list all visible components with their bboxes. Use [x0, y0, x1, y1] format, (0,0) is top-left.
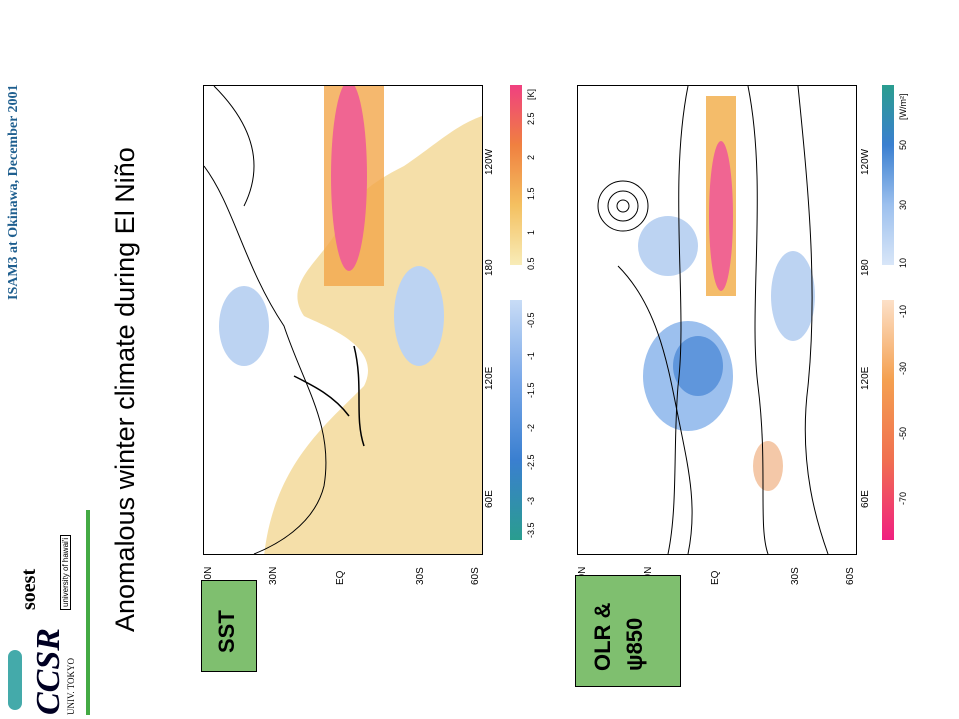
sst-cbar-label: -3 [526, 496, 536, 505]
ccsr-logo: CCSR [30, 628, 67, 715]
olr-colorbar-neg [882, 300, 894, 540]
sst-lat-eq: EQ [335, 570, 346, 585]
green-divider [86, 510, 90, 715]
olr-unit: [W/m²] [898, 93, 908, 121]
sst-cbar-label: 0.5 [526, 257, 536, 270]
olr-lon-60e: 60E [860, 490, 871, 508]
olr-cbar-label: 30 [898, 199, 908, 210]
sst-cbar-label: 1.5 [526, 187, 536, 200]
olr-lat-eq: EQ [710, 570, 721, 585]
sst-cbar-label: -2 [526, 423, 536, 432]
olr-colorbar-pos [882, 85, 894, 265]
sst-map-graphic [204, 86, 482, 554]
sst-cbar-label: -2.5 [526, 454, 536, 470]
sst-cbar-label: 2 [526, 154, 536, 160]
olr-lat-30s: 30S [790, 567, 801, 585]
olr-lon-180: 180 [860, 259, 871, 276]
sst-unit: [K] [526, 88, 536, 100]
olr-cbar-label: 50 [898, 139, 908, 150]
olr-cbar-label: 10 [898, 257, 908, 268]
sst-lon-180: 180 [484, 259, 495, 276]
olr-cbar-label: -10 [898, 304, 908, 318]
logo-area: CCSR UNIV. TOKYO soest university of haw… [8, 510, 90, 715]
header-text: ISAM3 at Okinawa, December 2001 [6, 84, 21, 300]
sst-lat-30s: 30S [415, 567, 426, 585]
olr-tag-label-2: ψ850 [622, 617, 647, 671]
ccsr-logo-sub: UNIV. TOKYO [66, 657, 76, 715]
olr-tag-label: OLR & [590, 602, 615, 671]
sst-lon-120e: 120E [484, 366, 495, 390]
sst-cbar-label: -1 [526, 351, 536, 360]
ccsr-logo-mark [8, 650, 22, 710]
sst-cbar-label: -0.5 [526, 312, 536, 328]
olr-cbar-label: -50 [898, 426, 908, 440]
olr-tag: OLR & ψ850 [575, 575, 681, 687]
soest-logo: soest [18, 568, 40, 610]
sst-lat-60s: 60S [470, 567, 481, 585]
olr-lat-60s: 60S [845, 567, 856, 585]
olr-cbar-label: -30 [898, 361, 908, 375]
sst-cbar-label: 1 [526, 229, 536, 235]
sst-cbar-label: -1.5 [526, 382, 536, 398]
sst-tag-label: SST [214, 610, 239, 653]
sst-colorbar-neg [510, 300, 522, 540]
olr-map-graphic [597, 86, 829, 554]
olr-cbar-label: -70 [898, 491, 908, 505]
olr-map [577, 85, 857, 555]
soest-logo-sub: university of hawai'i [60, 534, 71, 610]
sst-lon-60e: 60E [484, 490, 495, 508]
olr-lon-120w: 120W [860, 148, 871, 175]
sst-map [203, 85, 483, 555]
sst-lon-120w: 120W [484, 148, 495, 175]
olr-lon-120e: 120E [860, 366, 871, 390]
slide-title: Anomalous winter climate during El Niño [110, 147, 140, 632]
sst-tag: SST [201, 580, 257, 672]
sst-lat-30n: 30N [268, 566, 279, 585]
sst-colorbar-pos [510, 85, 522, 265]
sst-cbar-label: 2.5 [526, 112, 536, 125]
sst-cbar-label: -3.5 [526, 522, 536, 538]
